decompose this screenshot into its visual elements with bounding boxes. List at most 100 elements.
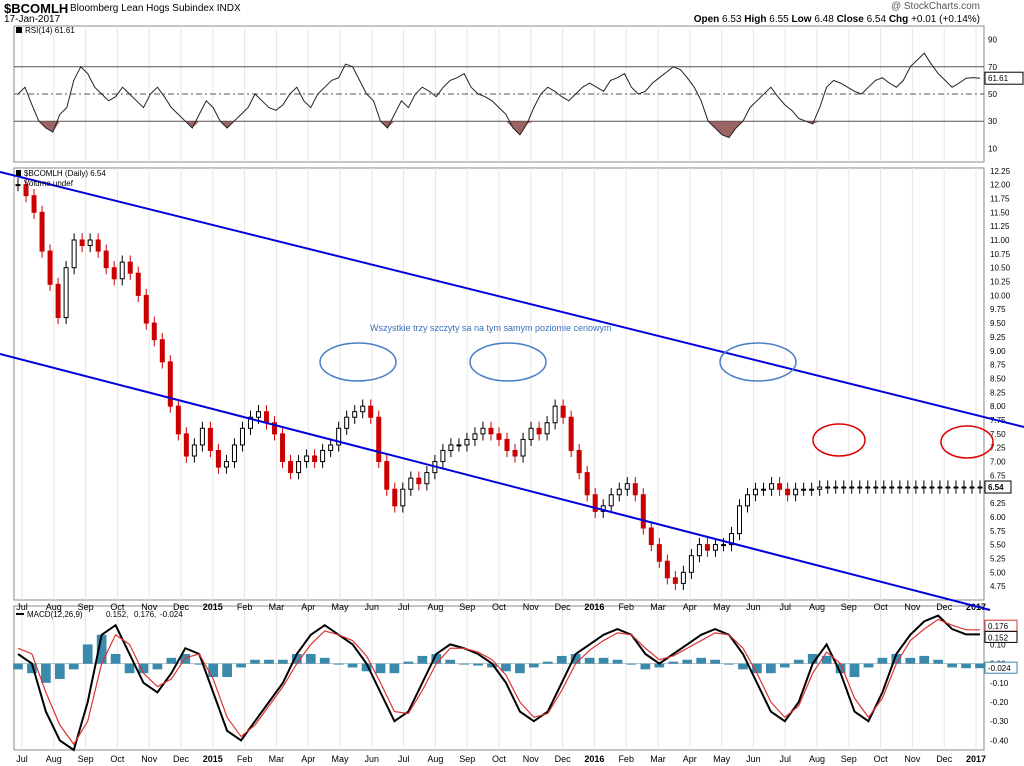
price-y-tick-label: 5.75: [990, 527, 1006, 536]
rsi-legend-label: RSI(14) 61.61: [25, 26, 75, 35]
macd-histogram-bar: [919, 655, 930, 664]
macd-x-tick-label: May: [713, 754, 731, 764]
macd-histogram-bar: [501, 663, 511, 672]
price-candle-body: [528, 427, 534, 440]
price-candle-body: [472, 433, 478, 440]
price-candle-body: [464, 438, 470, 446]
price-y-tick-label: 7.50: [990, 430, 1006, 439]
rsi-oversold-fill: [185, 121, 200, 128]
price-y-tick-label: 5.50: [990, 541, 1006, 550]
macd-x-tick-label: Aug: [46, 754, 62, 764]
price-candle-body: [87, 239, 93, 247]
price-candle-body: [223, 461, 229, 468]
price-candle-body: [480, 427, 486, 435]
ticker-name: Bloomberg Lean Hogs Subindex: [70, 3, 214, 14]
macd-x-tick-label: Jul: [779, 754, 791, 764]
price-candle-body: [849, 486, 855, 489]
price-x-tick-label: Jun: [365, 602, 380, 612]
price-candle-body: [929, 486, 935, 489]
price-last-value-label: 6.54: [988, 483, 1004, 492]
price-candle-body: [624, 483, 630, 490]
macd-histogram-bar: [933, 659, 944, 664]
close-label: Close: [836, 14, 864, 25]
macd-histogram-bar: [724, 663, 734, 665]
price-y-tick-label: 8.00: [990, 402, 1006, 411]
price-candle-body: [512, 449, 518, 457]
price-candle-body: [504, 438, 510, 451]
macd-histogram-bar: [738, 663, 748, 670]
macd-x-tick-label: Jul: [16, 754, 28, 764]
price-candle-body: [736, 505, 743, 535]
price-x-tick-label: Nov: [523, 602, 540, 612]
lower-channel-line: [0, 353, 991, 611]
macd-x-tick-label: Jul: [398, 754, 410, 764]
price-candle-body: [809, 488, 815, 491]
macd-signal-line: [17, 618, 980, 746]
price-x-tick-label: Feb: [237, 602, 253, 612]
price-candle-body: [400, 488, 406, 507]
macd-histogram-bar: [333, 663, 344, 665]
ticker-description: Bloomberg Lean Hogs Subindex INDX: [70, 3, 241, 14]
price-candle-body: [39, 211, 45, 252]
price-candle-body: [183, 433, 189, 457]
price-candle-body: [881, 486, 887, 489]
peak-highlight-circle-blue: [469, 342, 547, 382]
price-candle-body: [712, 544, 718, 551]
copyright-text: @ StockCharts.com: [890, 1, 980, 12]
macd-x-tick-label: Nov: [904, 754, 921, 764]
macd-histogram-bar: [13, 663, 23, 670]
price-candle-body: [889, 486, 895, 489]
price-x-tick-label: Sep: [459, 602, 475, 612]
macd-histogram-bar: [459, 663, 469, 665]
price-candle-body: [135, 272, 141, 296]
macd-x-tick-label: Nov: [141, 754, 158, 764]
macd-histogram-bar: [347, 663, 358, 668]
price-candle-body: [376, 416, 382, 463]
price-x-tick-label: Apr: [683, 602, 697, 612]
price-candle-body: [632, 483, 638, 496]
price-candle-body: [552, 405, 558, 424]
macd-histogram-bar: [389, 663, 400, 674]
macd-histogram-bar: [96, 634, 107, 664]
macd-histogram-bar: [27, 663, 37, 674]
price-candle-body: [111, 267, 117, 280]
price-y-tick-label: 4.75: [990, 582, 1006, 591]
price-x-tick-label: Sep: [841, 602, 857, 612]
macd-x-tick-label: Dec: [555, 754, 572, 764]
price-x-tick-label: Jul: [398, 602, 410, 612]
macd-histogram-bar: [626, 663, 637, 665]
macd-x-tick-label: Sep: [78, 754, 94, 764]
ticker-exchange: INDX: [216, 3, 241, 14]
macd-histogram-bar: [891, 654, 902, 664]
macd-histogram-bar: [445, 659, 456, 664]
price-candle-body: [937, 486, 943, 489]
rsi-line: [17, 52, 981, 139]
macd-x-tick-label: Feb: [237, 754, 253, 764]
price-candle-body: [785, 488, 791, 496]
price-candle-body: [239, 427, 245, 446]
price-candle-body: [640, 494, 646, 529]
macd-histogram-bar: [849, 663, 860, 678]
macd-histogram-bar: [403, 661, 414, 664]
price-y-tick-label: 8.75: [990, 361, 1006, 370]
price-candle-body: [328, 444, 334, 451]
price-y-tick-label: 11.75: [990, 194, 1010, 203]
price-candle-body: [560, 405, 566, 418]
price-x-tick-label: Apr: [301, 602, 315, 612]
macd-x-tick-label: Oct: [110, 754, 125, 764]
rsi-y-tick-label: 70: [988, 63, 997, 72]
macd-line: [17, 614, 980, 752]
macd-x-tick-label: Feb: [618, 754, 634, 764]
price-x-tick-label: Aug: [809, 602, 825, 612]
price-x-tick-label: Nov: [141, 602, 158, 612]
macd-x-tick-label: Oct: [492, 754, 507, 764]
price-y-tick-label: 10.50: [990, 264, 1011, 273]
macd-histogram-bar: [821, 655, 832, 664]
low-label: Low: [791, 14, 812, 25]
price-candle-body: [977, 486, 983, 489]
price-candle-body: [408, 477, 414, 490]
price-candle-body: [296, 461, 302, 474]
price-candle-body: [79, 239, 85, 247]
price-candle-body: [672, 577, 678, 584]
macd-histogram-bar: [682, 659, 693, 664]
